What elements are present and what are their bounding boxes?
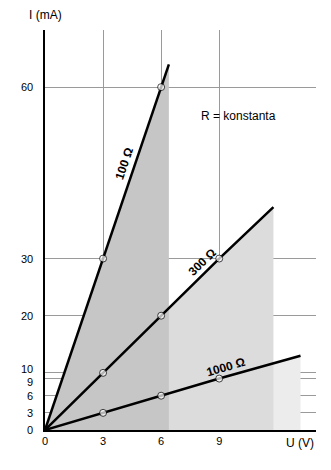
svg-text:3: 3 <box>27 407 33 419</box>
svg-text:60: 60 <box>21 81 33 93</box>
svg-text:U (V): U (V) <box>286 436 314 450</box>
svg-text:0: 0 <box>27 424 33 436</box>
svg-text:10: 10 <box>21 363 33 375</box>
svg-text:1000 Ω: 1000 Ω <box>205 355 247 380</box>
svg-text:I (mA): I (mA) <box>29 8 62 22</box>
svg-text:20: 20 <box>21 310 33 322</box>
svg-text:30: 30 <box>21 253 33 265</box>
svg-text:100 Ω: 100 Ω <box>112 145 136 181</box>
svg-text:0: 0 <box>42 435 48 447</box>
svg-text:6: 6 <box>27 390 33 402</box>
svg-text:300 Ω: 300 Ω <box>186 245 220 278</box>
svg-text:3: 3 <box>100 435 106 447</box>
svg-text:9: 9 <box>216 435 222 447</box>
svg-text:9: 9 <box>27 376 33 388</box>
svg-text:R = konstanta: R = konstanta <box>201 109 276 123</box>
svg-text:6: 6 <box>158 435 164 447</box>
